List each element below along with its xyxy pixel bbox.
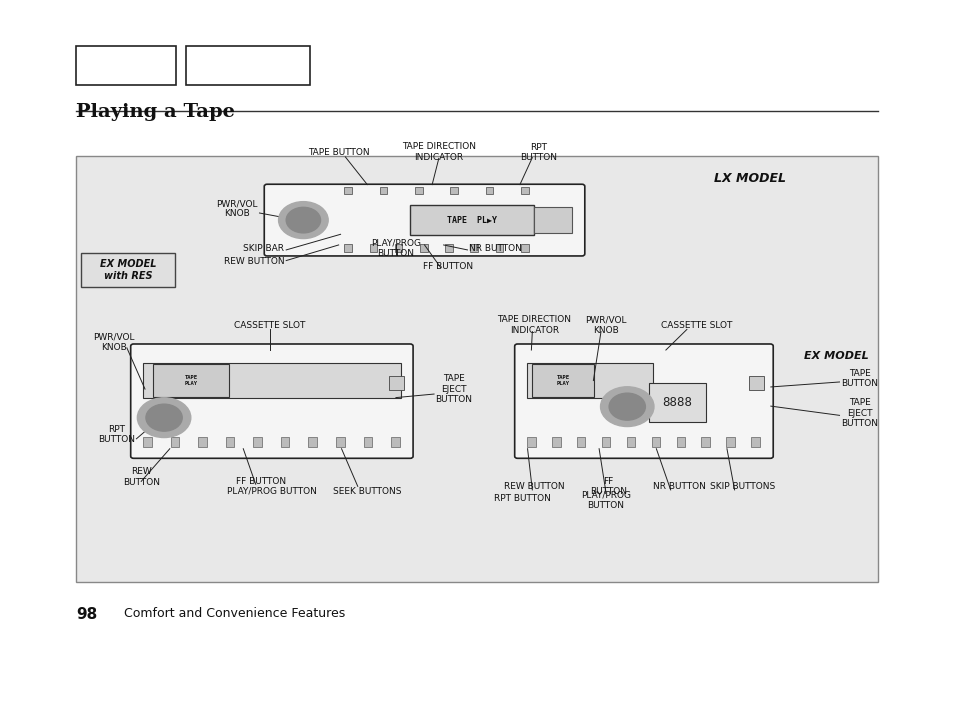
FancyBboxPatch shape <box>131 344 413 459</box>
Bar <box>186 46 310 85</box>
Bar <box>389 376 403 390</box>
Text: Comfort and Convenience Features: Comfort and Convenience Features <box>124 607 345 620</box>
Text: TAPE BUTTON: TAPE BUTTON <box>308 148 369 157</box>
Bar <box>520 244 528 253</box>
Bar <box>526 363 653 398</box>
Text: TAPE
BUTTON: TAPE BUTTON <box>841 368 878 388</box>
Bar <box>534 207 572 233</box>
Bar <box>344 244 352 253</box>
FancyBboxPatch shape <box>264 184 584 256</box>
Bar <box>531 364 593 397</box>
Bar <box>344 187 352 195</box>
Bar <box>410 205 534 235</box>
Text: NR BUTTON: NR BUTTON <box>469 244 521 253</box>
Bar <box>415 187 422 195</box>
Text: PWR/VOL
KNOB: PWR/VOL KNOB <box>93 332 135 352</box>
Circle shape <box>146 404 182 431</box>
Text: LX MODEL: LX MODEL <box>713 173 784 185</box>
Bar <box>520 187 528 195</box>
Text: SEEK BUTTONS: SEEK BUTTONS <box>333 487 401 496</box>
Text: TAPE  PL▶Y: TAPE PL▶Y <box>447 216 497 224</box>
Text: FF BUTTON: FF BUTTON <box>423 262 473 271</box>
Text: TAPE DIRECTION
INDICATOR: TAPE DIRECTION INDICATOR <box>401 142 476 162</box>
Text: FF
BUTTON: FF BUTTON <box>590 476 626 496</box>
Bar <box>363 437 372 447</box>
Text: TAPE
PLAY: TAPE PLAY <box>556 375 569 386</box>
Bar <box>308 437 316 447</box>
Bar <box>470 244 477 253</box>
Text: SKIP BAR: SKIP BAR <box>243 244 284 253</box>
Bar <box>725 437 734 447</box>
FancyBboxPatch shape <box>514 344 772 459</box>
Bar <box>626 437 635 447</box>
Text: PLAY/PROG
BUTTON: PLAY/PROG BUTTON <box>371 239 420 258</box>
Text: TAPE
PLAY: TAPE PLAY <box>184 375 197 386</box>
Bar <box>171 437 179 447</box>
Circle shape <box>286 207 320 233</box>
Bar <box>577 437 585 447</box>
Bar <box>419 244 427 253</box>
Bar <box>445 244 453 253</box>
Text: TAPE
EJECT
BUTTON: TAPE EJECT BUTTON <box>435 374 472 404</box>
Text: REW
BUTTON: REW BUTTON <box>123 467 159 487</box>
Bar <box>280 437 289 447</box>
Text: PWR/VOL
KNOB: PWR/VOL KNOB <box>584 315 626 335</box>
Bar <box>391 437 399 447</box>
Bar <box>485 187 493 195</box>
Circle shape <box>600 387 653 427</box>
Circle shape <box>137 398 191 437</box>
Bar <box>152 364 229 397</box>
Text: EX MODEL
with RES: EX MODEL with RES <box>99 258 156 281</box>
Bar <box>143 437 152 447</box>
Bar <box>395 244 402 253</box>
Bar <box>198 437 207 447</box>
Text: 8888: 8888 <box>661 396 692 409</box>
Bar <box>651 437 659 447</box>
Text: PLAY/PROG
BUTTON: PLAY/PROG BUTTON <box>580 491 630 510</box>
Bar <box>601 437 610 447</box>
Text: RPT BUTTON: RPT BUTTON <box>494 494 551 503</box>
Text: CASSETTE SLOT: CASSETTE SLOT <box>234 321 305 329</box>
Text: RPT
BUTTON: RPT BUTTON <box>520 143 557 163</box>
Bar <box>526 437 536 447</box>
Bar <box>81 253 174 287</box>
Bar <box>676 437 684 447</box>
Bar <box>253 437 262 447</box>
Text: FF BUTTON: FF BUTTON <box>236 477 286 486</box>
Text: TAPE DIRECTION
INDICATOR: TAPE DIRECTION INDICATOR <box>497 315 571 335</box>
Text: 98: 98 <box>76 607 97 622</box>
Text: NR BUTTON: NR BUTTON <box>652 482 705 491</box>
Circle shape <box>608 393 644 420</box>
Bar <box>335 437 344 447</box>
Circle shape <box>278 202 328 239</box>
Text: TAPE
EJECT
BUTTON: TAPE EJECT BUTTON <box>841 398 878 428</box>
Bar <box>76 156 877 582</box>
Bar <box>700 437 709 447</box>
Text: SKIP BUTTONS: SKIP BUTTONS <box>709 482 774 491</box>
Bar <box>143 363 400 398</box>
Text: PWR/VOL
KNOB: PWR/VOL KNOB <box>215 199 257 219</box>
Bar <box>552 437 560 447</box>
Bar <box>751 437 759 447</box>
Text: EX MODEL: EX MODEL <box>803 351 868 361</box>
Text: PLAY/PROG BUTTON: PLAY/PROG BUTTON <box>227 487 316 496</box>
Bar <box>496 244 503 253</box>
Text: Playing a Tape: Playing a Tape <box>76 103 235 121</box>
Bar <box>226 437 234 447</box>
Text: CASSETTE SLOT: CASSETTE SLOT <box>660 321 731 329</box>
Bar <box>76 46 176 85</box>
Text: REW BUTTON: REW BUTTON <box>223 257 284 266</box>
Bar <box>369 244 376 253</box>
Text: RPT
BUTTON: RPT BUTTON <box>98 425 135 444</box>
Bar <box>379 187 387 195</box>
Bar <box>648 383 705 422</box>
Bar <box>749 376 763 390</box>
Text: REW BUTTON: REW BUTTON <box>503 482 564 491</box>
Bar <box>450 187 457 195</box>
